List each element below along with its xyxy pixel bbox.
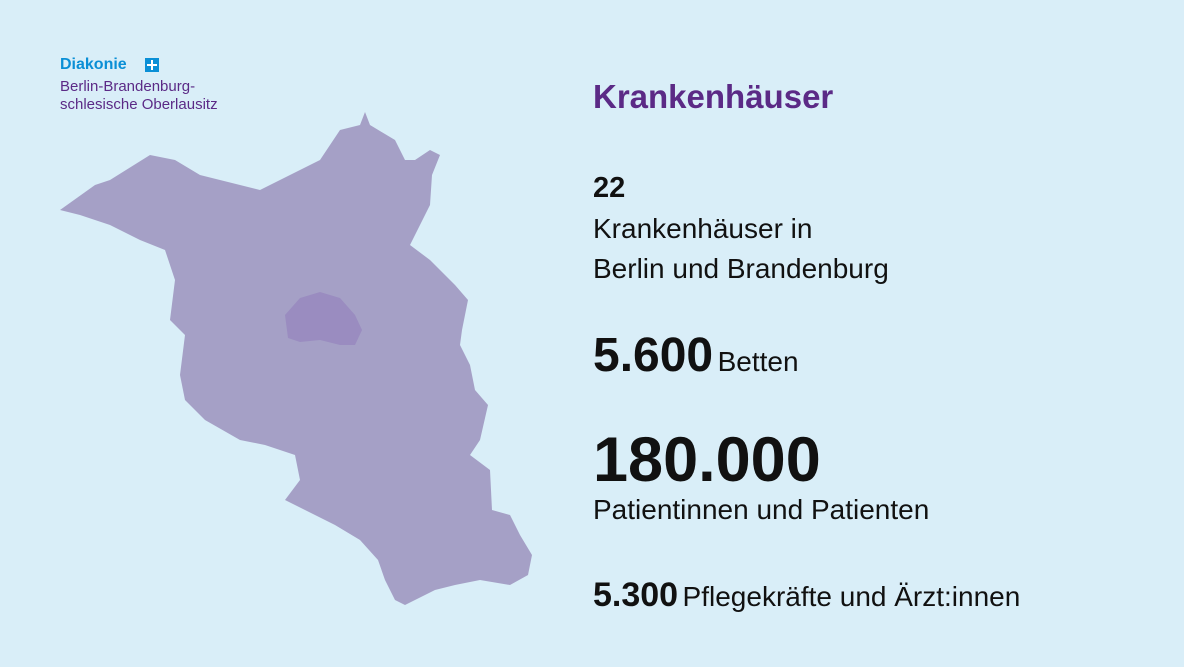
logo-icon [145, 58, 159, 72]
stat-number: 22 [593, 172, 626, 204]
logo-line: schlesische Oberlausitz [60, 96, 218, 113]
stat-row: 5.600 Betten [593, 328, 799, 383]
brandenburg-shape [60, 112, 532, 605]
stat-label: Pflegekräfte und Ärzt:innen [682, 581, 1021, 612]
title: Krankenhäuser [593, 78, 834, 115]
stat-label: Betten [717, 346, 799, 377]
stat-label: Berlin und Brandenburg [593, 253, 889, 284]
stat-number: 5.300 [593, 576, 679, 614]
stat-number: 5.600 [593, 329, 714, 382]
stat-number: 180.000 [593, 425, 821, 495]
berlin-shape [285, 292, 362, 345]
stat-label: Patientinnen und Patienten [593, 494, 930, 525]
stat-row: 5.300 Pflegekräfte und Ärzt:innen [593, 576, 1020, 615]
stat-label: Krankenhäuser in [593, 213, 813, 244]
map [60, 112, 532, 605]
logo-name: Diakonie [60, 56, 127, 73]
logo-line: Berlin-Brandenburg- [60, 78, 196, 95]
